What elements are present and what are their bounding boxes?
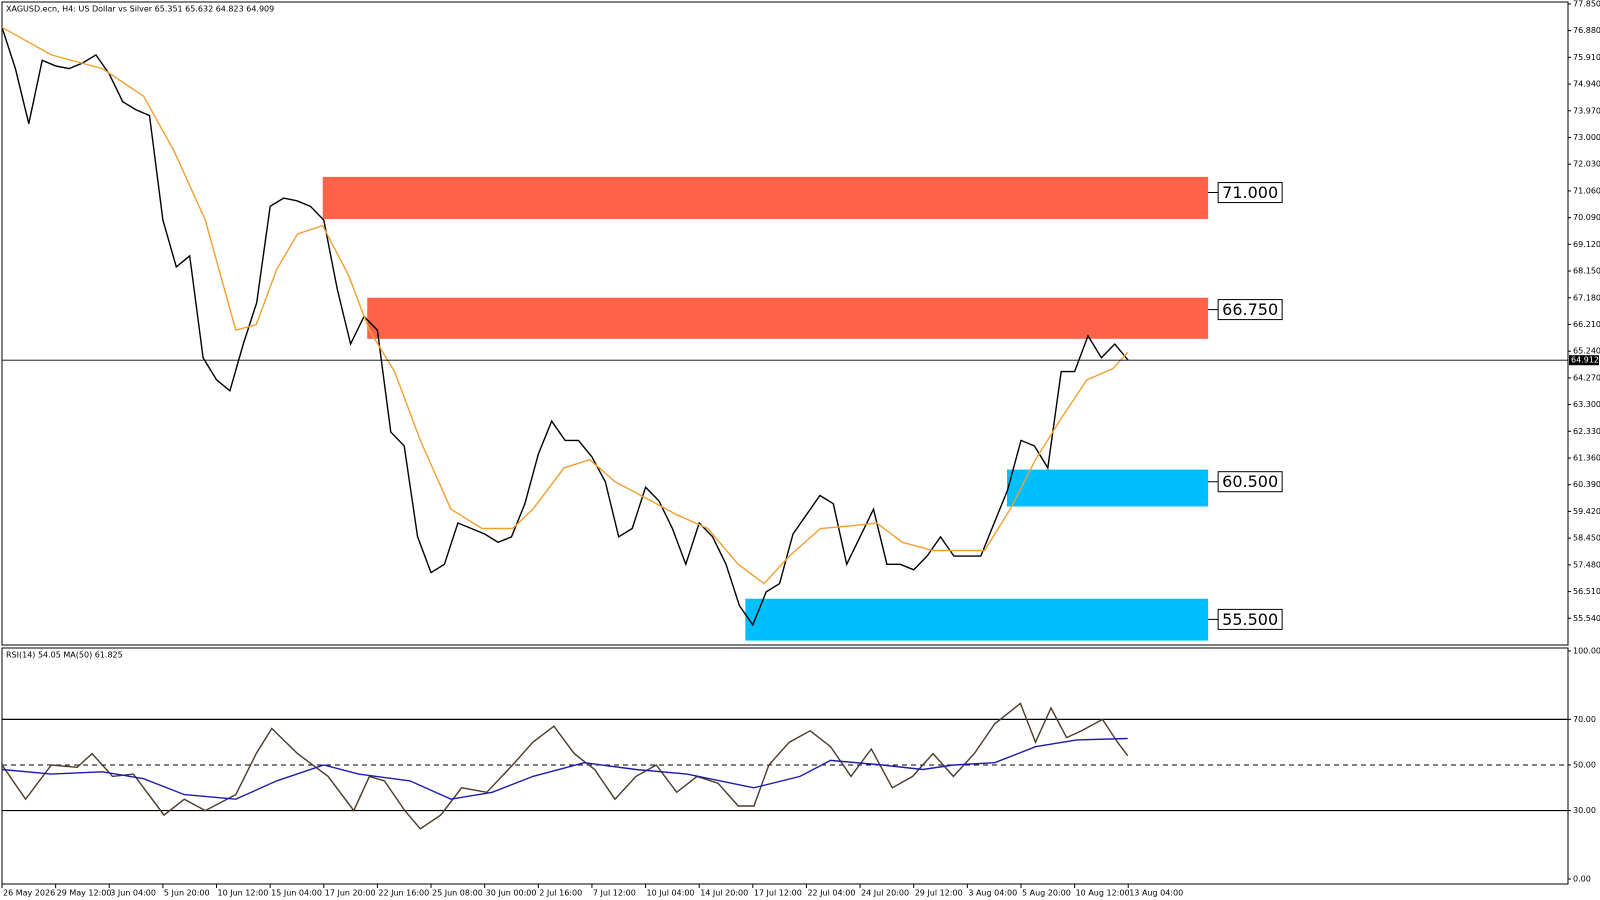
x-tick-label: 30 Jun 00:00 <box>486 889 537 898</box>
y-tick-label: 74.940 <box>1573 80 1600 89</box>
x-tick-label: 24 Jul 20:00 <box>861 889 909 898</box>
last-price-box <box>1569 355 1599 366</box>
zone-label: 66.750 <box>1222 300 1278 319</box>
x-tick-label: 29 Jul 12:00 <box>915 889 963 898</box>
last-price-label: 64.912 <box>1571 356 1599 365</box>
x-tick-label: 3 Aug 04:00 <box>968 889 1017 898</box>
x-tick-label: 7 Jul 12:00 <box>593 889 636 898</box>
series-line <box>1 27 1129 627</box>
series-line <box>1 702 1129 830</box>
y-tick-label: 70.090 <box>1573 213 1600 222</box>
zone-label-box <box>1217 471 1283 493</box>
y-tick-label: 30.00 <box>1573 806 1596 815</box>
y-tick-label: 63.300 <box>1573 400 1600 409</box>
x-tick-label: 10 Aug 12:00 <box>1076 889 1130 898</box>
y-tick-label: 77.850 <box>1573 0 1600 8</box>
x-tick-label: 17 Jul 12:00 <box>754 889 802 898</box>
panel-frame <box>1 647 1569 885</box>
x-tick-label: 5 Jun 20:00 <box>164 889 210 898</box>
panel-title: RSI(14) 54.05 MA(50) 61.825 <box>6 651 123 660</box>
zone <box>367 297 1209 339</box>
y-tick-label: 76.880 <box>1573 26 1600 35</box>
zone <box>745 598 1209 641</box>
x-tick-label: 25 Jun 08:00 <box>432 889 483 898</box>
y-tick-label: 65.240 <box>1573 347 1600 356</box>
y-tick-label: 50.00 <box>1573 760 1596 769</box>
y-tick-label: 75.910 <box>1573 53 1600 62</box>
y-tick-label: 58.450 <box>1573 534 1600 543</box>
y-tick-label: 69.120 <box>1573 240 1600 249</box>
zone-label-box <box>1217 299 1283 321</box>
x-tick-label: 29 May 12:00 <box>57 889 112 898</box>
x-tick-label: 15 Jun 04:00 <box>271 889 322 898</box>
y-tick-label: 73.000 <box>1573 133 1600 142</box>
x-tick-label: 22 Jul 04:00 <box>807 889 855 898</box>
zone <box>322 176 1209 219</box>
y-tick-label: 56.510 <box>1573 587 1600 596</box>
y-tick-label: 71.060 <box>1573 186 1600 195</box>
x-tick-label: 10 Jul 04:00 <box>647 889 695 898</box>
zone-label-box <box>1217 182 1283 204</box>
zone-label: 55.500 <box>1222 610 1278 629</box>
zone-label-box <box>1217 608 1283 630</box>
zone-label: 60.500 <box>1222 472 1278 491</box>
y-tick-label: 67.180 <box>1573 293 1600 302</box>
y-tick-label: 64.270 <box>1573 373 1600 382</box>
zone-label: 71.000 <box>1222 183 1278 202</box>
zone <box>1007 469 1209 507</box>
series-line <box>1 737 1128 800</box>
y-tick-label: 72.030 <box>1573 160 1600 169</box>
x-tick-label: 26 May 2026 <box>3 889 55 898</box>
x-tick-label: 10 Jun 12:00 <box>218 889 269 898</box>
y-tick-label: 66.210 <box>1573 320 1600 329</box>
y-tick-label: 62.330 <box>1573 427 1600 436</box>
x-tick-label: 13 Aug 04:00 <box>1129 889 1183 898</box>
y-tick-label: 100.00 <box>1573 646 1600 655</box>
x-tick-label: 22 Jun 16:00 <box>378 889 429 898</box>
x-tick-label: 2 Jul 16:00 <box>539 889 582 898</box>
y-tick-label: 0.00 <box>1573 874 1591 883</box>
x-tick-label: 17 Jun 20:00 <box>325 889 376 898</box>
y-tick-label: 73.970 <box>1573 106 1600 115</box>
x-tick-label: 5 Aug 20:00 <box>1022 889 1071 898</box>
series-line <box>1 26 1129 585</box>
y-tick-label: 60.390 <box>1573 480 1600 489</box>
y-tick-label: 57.480 <box>1573 560 1600 569</box>
y-tick-label: 68.150 <box>1573 267 1600 276</box>
x-tick-label: 14 Jul 20:00 <box>700 889 748 898</box>
x-tick-label: 3 Jun 04:00 <box>110 889 156 898</box>
y-tick-label: 59.420 <box>1573 507 1600 516</box>
y-tick-label: 55.540 <box>1573 614 1600 623</box>
y-tick-label: 70.00 <box>1573 715 1596 724</box>
y-tick-label: 61.360 <box>1573 454 1600 463</box>
panel-title: XAGUSD.ecn, H4: US Dollar vs Silver 65.3… <box>6 5 274 14</box>
